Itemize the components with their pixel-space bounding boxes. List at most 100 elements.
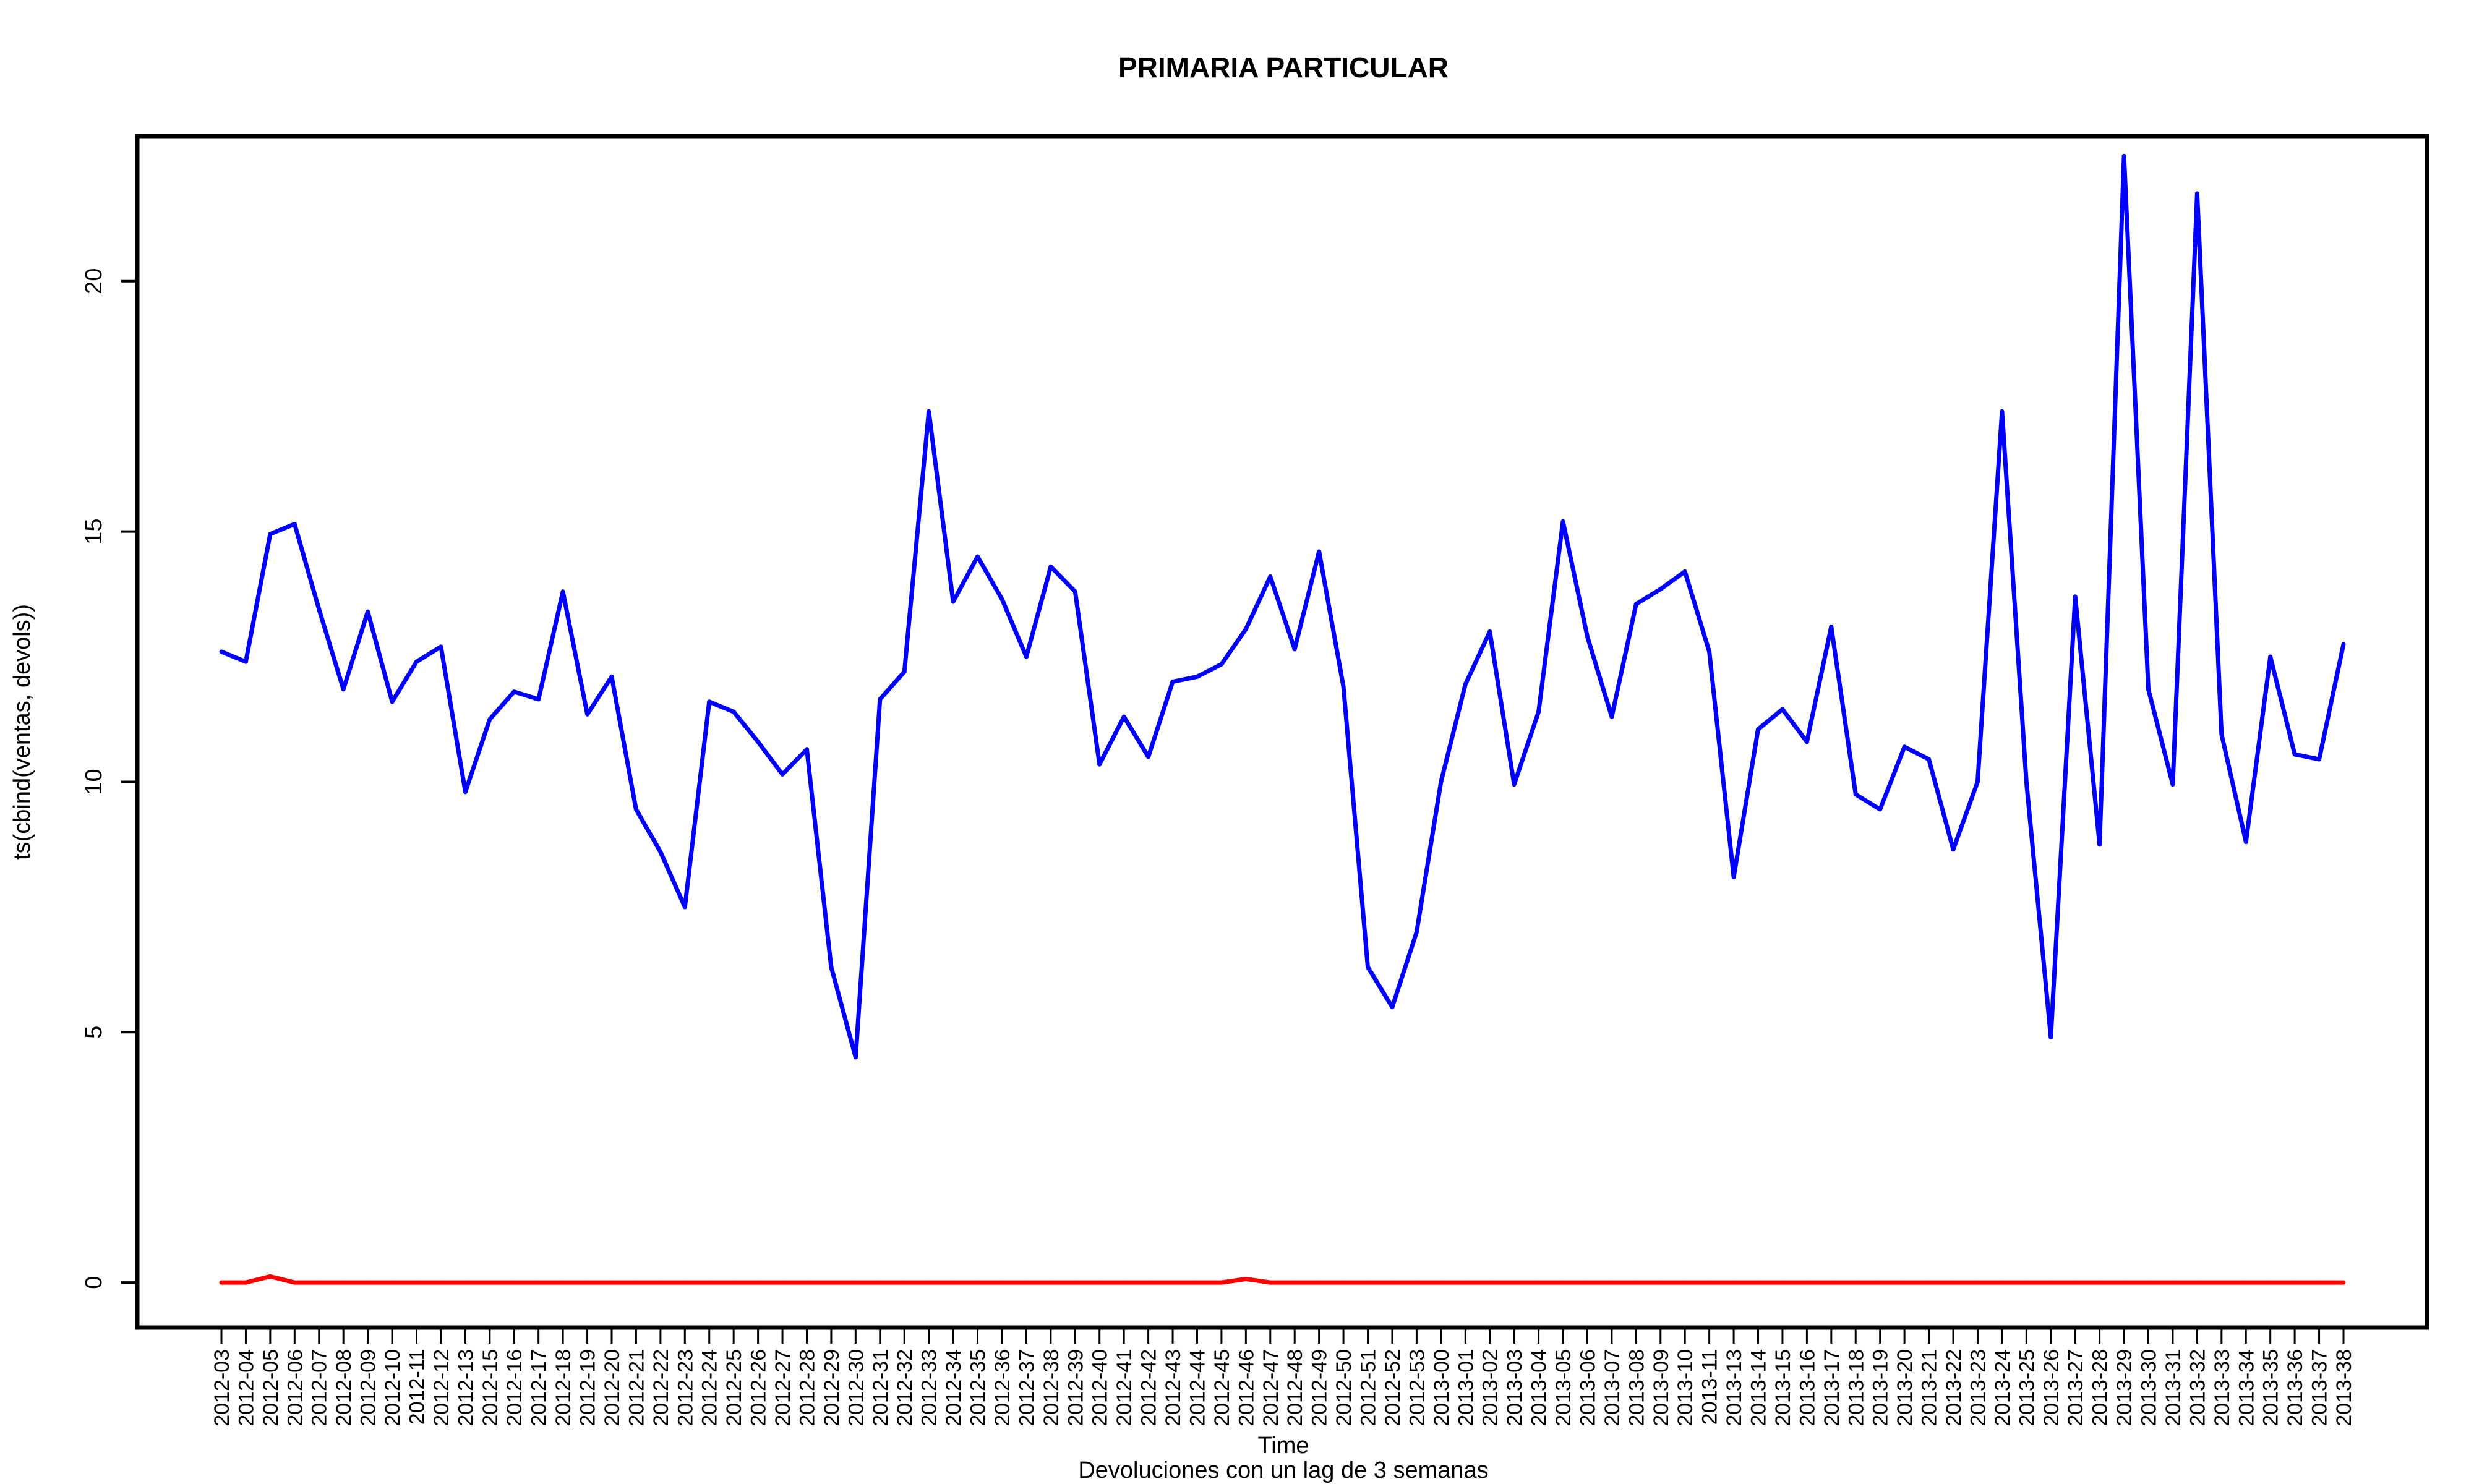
x-tick-label: 2013-26 xyxy=(2040,1349,2063,1426)
data-point xyxy=(292,522,297,526)
data-point xyxy=(2292,752,2297,757)
data-point xyxy=(1195,674,1199,679)
x-tick-label: 2012-53 xyxy=(1405,1349,1429,1426)
x-tick-label: 2012-31 xyxy=(869,1349,892,1426)
data-point xyxy=(1560,519,1565,524)
data-point xyxy=(1341,684,1346,689)
x-tick-label: 2013-15 xyxy=(1771,1349,1795,1426)
data-point xyxy=(2194,191,2199,196)
data-point xyxy=(1072,1280,1077,1285)
data-point xyxy=(707,699,712,704)
data-point xyxy=(1366,965,1370,970)
x-tick-label: 2012-15 xyxy=(479,1349,502,1426)
data-point xyxy=(1146,754,1151,759)
x-tick-label: 2013-02 xyxy=(1479,1349,1502,1426)
x-tick-label: 2013-31 xyxy=(2162,1349,2185,1426)
x-tick-label: 2012-17 xyxy=(528,1349,551,1426)
data-point xyxy=(390,1280,395,1285)
x-tick-label: 2012-39 xyxy=(1064,1349,1087,1426)
x-tick-label: 2012-49 xyxy=(1308,1349,1332,1426)
data-point xyxy=(2170,1280,2175,1285)
data-point xyxy=(780,772,785,777)
x-tick-label: 2013-29 xyxy=(2113,1349,2136,1426)
x-tick-label: 2012-38 xyxy=(1040,1349,1063,1426)
data-point xyxy=(829,965,834,970)
data-point xyxy=(1609,714,1614,719)
data-point xyxy=(2292,1280,2297,1285)
data-point xyxy=(756,740,761,744)
x-tick-label: 2013-18 xyxy=(1844,1349,1868,1426)
data-point xyxy=(756,1280,761,1285)
data-point xyxy=(927,1280,931,1285)
data-point xyxy=(1219,1280,1224,1285)
data-point xyxy=(2170,782,2175,787)
data-point xyxy=(1292,647,1297,652)
data-point xyxy=(1390,1005,1395,1010)
data-point xyxy=(366,1280,370,1285)
data-point xyxy=(2097,1280,2102,1285)
x-tick-label: 2013-14 xyxy=(1747,1349,1771,1426)
data-point xyxy=(463,1280,468,1285)
data-point xyxy=(1487,629,1492,634)
x-tick-label: 2013-04 xyxy=(1528,1349,1551,1426)
data-point xyxy=(1390,1280,1395,1285)
data-point xyxy=(1341,1280,1346,1285)
data-point xyxy=(1317,549,1322,554)
y-tick-label: 5 xyxy=(81,1026,107,1039)
data-point xyxy=(1195,1280,1199,1285)
data-point xyxy=(268,532,273,537)
plot-frame xyxy=(135,134,2429,1330)
x-tick-label: 2013-34 xyxy=(2235,1349,2258,1426)
data-point xyxy=(2000,409,2005,414)
x-tick-label: 2013-28 xyxy=(2089,1349,2112,1426)
data-point xyxy=(2121,1280,2126,1285)
x-tick-label: 2012-43 xyxy=(1162,1349,1185,1426)
data-point xyxy=(366,609,370,614)
data-point xyxy=(805,747,809,752)
x-tick-label: 2013-21 xyxy=(1918,1349,1941,1426)
x-axis-label: Time xyxy=(1257,1433,1309,1459)
data-point xyxy=(2268,654,2273,659)
x-tick-label: 2013-05 xyxy=(1552,1349,1575,1426)
data-point xyxy=(1585,1280,1590,1285)
data-point xyxy=(633,807,638,812)
data-point xyxy=(2219,732,2224,736)
data-point xyxy=(1024,1280,1029,1285)
data-point xyxy=(268,1274,273,1279)
y-axis: 0 5 10 15 20 xyxy=(81,268,137,1289)
data-point xyxy=(1146,1280,1151,1285)
x-tick-label: 2013-19 xyxy=(1869,1349,1893,1426)
data-point xyxy=(1317,1280,1322,1285)
data-point xyxy=(1878,1280,1883,1285)
data-point xyxy=(2317,757,2322,762)
x-tick-label: 2012-40 xyxy=(1089,1349,1112,1426)
data-point xyxy=(658,1280,663,1285)
data-point xyxy=(1487,1280,1492,1285)
data-point xyxy=(1219,662,1224,667)
x-tick-label: 2012-36 xyxy=(991,1349,1014,1426)
data-point xyxy=(1609,1280,1614,1285)
x-tick-label: 2012-07 xyxy=(308,1349,332,1426)
data-point xyxy=(1439,1280,1444,1285)
data-point xyxy=(511,689,516,694)
data-point xyxy=(1756,1280,1760,1285)
data-point xyxy=(1927,757,1932,762)
data-point xyxy=(951,1280,956,1285)
data-point xyxy=(878,697,883,702)
data-point xyxy=(1072,589,1077,594)
x-tick-label: 2012-29 xyxy=(820,1349,844,1426)
x-tick-label: 2013-25 xyxy=(2015,1349,2039,1426)
data-point xyxy=(1268,1280,1273,1285)
data-point xyxy=(1463,682,1468,687)
data-point xyxy=(2317,1280,2322,1285)
data-point xyxy=(1121,714,1126,719)
data-point xyxy=(2024,780,2029,784)
data-point xyxy=(805,1280,809,1285)
data-point xyxy=(1560,1280,1565,1285)
data-point xyxy=(1439,780,1444,784)
data-point xyxy=(2243,1280,2248,1285)
x-tick-label: 2012-42 xyxy=(1137,1349,1161,1426)
x-tick-label: 2013-27 xyxy=(2064,1349,2087,1426)
x-tick-label: 2013-30 xyxy=(2138,1349,2161,1426)
series-line xyxy=(221,1274,2343,1285)
